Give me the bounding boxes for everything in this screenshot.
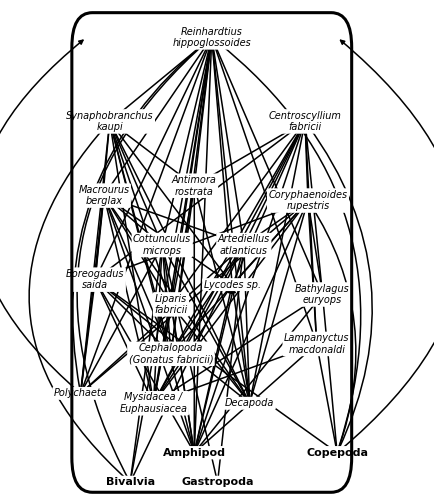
Text: Lycodes sp.: Lycodes sp. bbox=[204, 280, 261, 289]
Text: Centroscyllium
fabricii: Centroscyllium fabricii bbox=[269, 110, 342, 132]
Text: Artediellus
atlanticus: Artediellus atlanticus bbox=[218, 234, 270, 256]
Text: Antimora
rostrata: Antimora rostrata bbox=[172, 175, 217, 197]
Text: Liparis
fabricii: Liparis fabricii bbox=[155, 294, 187, 315]
Text: Decapoda: Decapoda bbox=[225, 398, 274, 408]
Text: Polychaeta: Polychaeta bbox=[54, 388, 108, 398]
Text: Cottunculus
microps: Cottunculus microps bbox=[133, 234, 191, 256]
Text: Gastropoda: Gastropoda bbox=[181, 478, 254, 488]
Text: Amphipod: Amphipod bbox=[163, 448, 226, 458]
Text: Synaphobranchus
kaupi: Synaphobranchus kaupi bbox=[66, 110, 154, 132]
Text: Mysidacea /
Euphausiacea: Mysidacea / Euphausiacea bbox=[119, 392, 187, 414]
Text: Reinhardtius
hippoglossoides: Reinhardtius hippoglossoides bbox=[172, 26, 251, 48]
Text: Macrourus
berglax: Macrourus berglax bbox=[79, 185, 129, 206]
Text: Copepoda: Copepoda bbox=[306, 448, 368, 458]
Text: Boreogadus
saida: Boreogadus saida bbox=[66, 269, 125, 290]
Text: Lampanyctus
macdonaldi: Lampanyctus macdonaldi bbox=[284, 333, 349, 354]
Text: Bathylagus
euryops: Bathylagus euryops bbox=[295, 284, 350, 306]
Text: Bivalvia: Bivalvia bbox=[105, 478, 155, 488]
Text: Cephalopoda
(Gonatus fabricii): Cephalopoda (Gonatus fabricii) bbox=[128, 343, 213, 364]
Text: Coryphaenoides
rupestris: Coryphaenoides rupestris bbox=[268, 190, 348, 212]
